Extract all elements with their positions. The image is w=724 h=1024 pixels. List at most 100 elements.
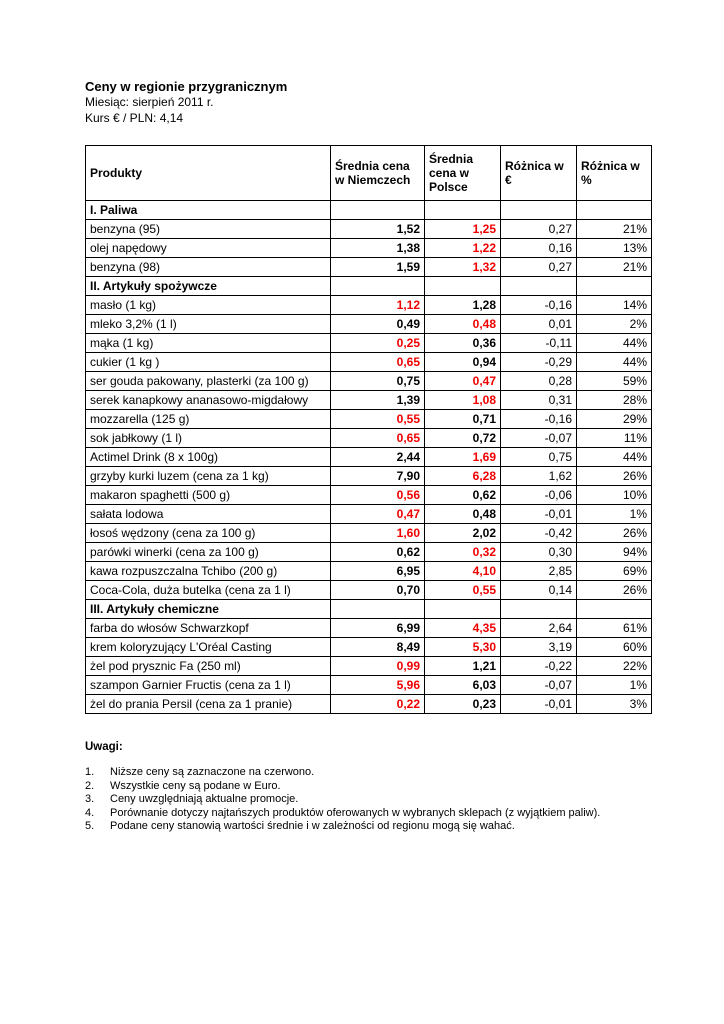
document-header: Ceny w regionie przygranicznym Miesiąc: … bbox=[85, 79, 724, 126]
price-germany: 1,38 bbox=[330, 238, 425, 258]
product-name: mozzarella (125 g) bbox=[85, 409, 331, 429]
section-label: II. Artykuły spożywcze bbox=[85, 276, 331, 296]
empty-cell bbox=[330, 276, 425, 296]
table-row: makaron spaghetti (500 g) 0,56 0,62 -0,06 10… bbox=[85, 485, 652, 505]
diff-eur: 0,01 bbox=[500, 314, 577, 334]
note-number: 3. bbox=[85, 793, 95, 805]
price-poland: 4,10 bbox=[424, 561, 501, 581]
price-poland: 0,47 bbox=[424, 371, 501, 391]
note-item: 5. Podane ceny stanowią wartości średnie … bbox=[85, 820, 724, 834]
price-germany: 0,25 bbox=[330, 333, 425, 353]
exchange-rate-line: Kurs € / PLN: 4,14 bbox=[85, 110, 184, 125]
diff-eur: -0,16 bbox=[500, 409, 577, 429]
diff-pct: 44% bbox=[576, 333, 652, 353]
product-name: benzyna (95) bbox=[85, 219, 331, 239]
empty-cell bbox=[576, 200, 652, 220]
diff-eur: -0,22 bbox=[500, 656, 577, 676]
price-poland: 5,30 bbox=[424, 637, 501, 657]
product-name: masło (1 kg) bbox=[85, 295, 331, 315]
diff-eur: 2,64 bbox=[500, 618, 577, 638]
diff-pct: 59% bbox=[576, 371, 652, 391]
price-table: Produkty Średnia cena w Niemczech Średni… bbox=[85, 145, 652, 714]
note-number: 4. bbox=[85, 806, 95, 819]
price-poland: 1,28 bbox=[424, 295, 501, 315]
table-row: serek kanapkowy ananasowo-migdałowy 1,39 1… bbox=[85, 390, 652, 410]
table-row: grzyby kurki luzem (cena za 1 kg) 7,90 6,2… bbox=[85, 466, 652, 486]
table-row: żel do prania Persil (cena za 1 pranie) 0… bbox=[85, 694, 652, 714]
price-poland: 1,25 bbox=[424, 219, 501, 239]
price-germany: 6,95 bbox=[330, 561, 425, 581]
table-row: sałata lodowa 0,47 0,48 -0,01 1% bbox=[85, 504, 652, 524]
product-name: żel pod prysznic Fa (250 ml) bbox=[85, 656, 331, 676]
table-row: kawa rozpuszczalna Tchibo (200 g) 6,95 4,1… bbox=[85, 561, 652, 581]
note-number: 1. bbox=[85, 766, 95, 778]
price-poland: 0,71 bbox=[424, 409, 501, 429]
price-poland: 1,32 bbox=[424, 257, 501, 277]
price-poland: 1,21 bbox=[424, 656, 501, 676]
price-germany: 1,52 bbox=[330, 219, 425, 239]
price-poland: 2,02 bbox=[424, 523, 501, 543]
product-name: sok jabłkowy (1 l) bbox=[85, 428, 331, 448]
price-germany: 0,56 bbox=[330, 485, 425, 505]
section-row: III. Artykuły chemiczne bbox=[85, 599, 652, 619]
product-name: benzyna (98) bbox=[85, 257, 331, 277]
diff-eur: 0,27 bbox=[500, 257, 577, 277]
diff-pct: 69% bbox=[576, 561, 652, 581]
col-header-price-germany: Średnia cena w Niemczech bbox=[330, 145, 425, 201]
diff-pct: 21% bbox=[576, 257, 652, 277]
price-germany: 0,65 bbox=[330, 352, 425, 372]
empty-cell bbox=[424, 200, 501, 220]
document-title: Ceny w regionie przygranicznym bbox=[85, 79, 288, 94]
empty-cell bbox=[500, 599, 577, 619]
price-poland: 0,48 bbox=[424, 314, 501, 334]
price-germany: 7,90 bbox=[330, 466, 425, 486]
table-row: olej napędowy 1,38 1,22 0,16 13% bbox=[85, 238, 652, 258]
note-text: Wszystkie ceny są podane w Euro. bbox=[110, 779, 281, 792]
diff-pct: 26% bbox=[576, 523, 652, 543]
price-poland: 0,55 bbox=[424, 580, 501, 600]
note-item: 3. Ceny uwzględniają aktualne promocje. bbox=[85, 793, 724, 807]
note-number: 5. bbox=[85, 820, 95, 832]
product-name: mąka (1 kg) bbox=[85, 333, 331, 353]
diff-pct: 1% bbox=[576, 675, 652, 695]
table-row: żel pod prysznic Fa (250 ml) 0,99 1,21 -0,2… bbox=[85, 656, 652, 676]
price-poland: 4,35 bbox=[424, 618, 501, 638]
product-name: łosoś wędzony (cena za 100 g) bbox=[85, 523, 331, 543]
product-name: parówki winerki (cena za 100 g) bbox=[85, 542, 331, 562]
note-text: Niższe ceny są zaznaczone na czerwono. bbox=[110, 766, 315, 778]
table-row: ser gouda pakowany, plasterki (za 100 g)… bbox=[85, 371, 652, 391]
price-poland: 6,03 bbox=[424, 675, 501, 695]
diff-eur: -0,07 bbox=[500, 675, 577, 695]
note-item: 4. Porównanie dotyczy najtańszych produkt… bbox=[85, 807, 724, 821]
price-germany: 0,75 bbox=[330, 371, 425, 391]
notes-list: 1. Niższe ceny są zaznaczone na czerwono.… bbox=[85, 766, 724, 834]
price-germany: 8,49 bbox=[330, 637, 425, 657]
diff-pct: 28% bbox=[576, 390, 652, 410]
price-germany: 2,44 bbox=[330, 447, 425, 467]
product-name: szampon Garnier Fructis (cena za 1 l) bbox=[85, 675, 331, 695]
price-table-body: I. Paliwa benzyna (95) 1,52 1,25 0,27 21% olej… bbox=[85, 200, 652, 714]
product-name: żel do prania Persil (cena za 1 pranie) bbox=[85, 694, 331, 714]
empty-cell bbox=[500, 276, 577, 296]
product-name: serek kanapkowy ananasowo-migdałowy bbox=[85, 390, 331, 410]
price-germany: 1,39 bbox=[330, 390, 425, 410]
diff-eur: 3,19 bbox=[500, 637, 577, 657]
diff-pct: 94% bbox=[576, 542, 652, 562]
price-germany: 5,96 bbox=[330, 675, 425, 695]
product-name: Coca-Cola, duża butelka (cena za 1 l) bbox=[85, 580, 331, 600]
table-row: farba do włosów Schwarzkopf 6,99 4,35 2,64 6… bbox=[85, 618, 652, 638]
notes-title: Uwagi: bbox=[85, 741, 123, 753]
diff-eur: 0,28 bbox=[500, 371, 577, 391]
diff-eur: 0,30 bbox=[500, 542, 577, 562]
price-germany: 6,99 bbox=[330, 618, 425, 638]
diff-eur: -0,29 bbox=[500, 352, 577, 372]
empty-cell bbox=[424, 599, 501, 619]
col-header-diff-pct: Różnica w % bbox=[576, 145, 652, 201]
diff-eur: 0,31 bbox=[500, 390, 577, 410]
diff-pct: 1% bbox=[576, 504, 652, 524]
price-germany: 0,62 bbox=[330, 542, 425, 562]
diff-eur: 1,62 bbox=[500, 466, 577, 486]
table-row: masło (1 kg) 1,12 1,28 -0,16 14% bbox=[85, 295, 652, 315]
price-germany: 0,99 bbox=[330, 656, 425, 676]
